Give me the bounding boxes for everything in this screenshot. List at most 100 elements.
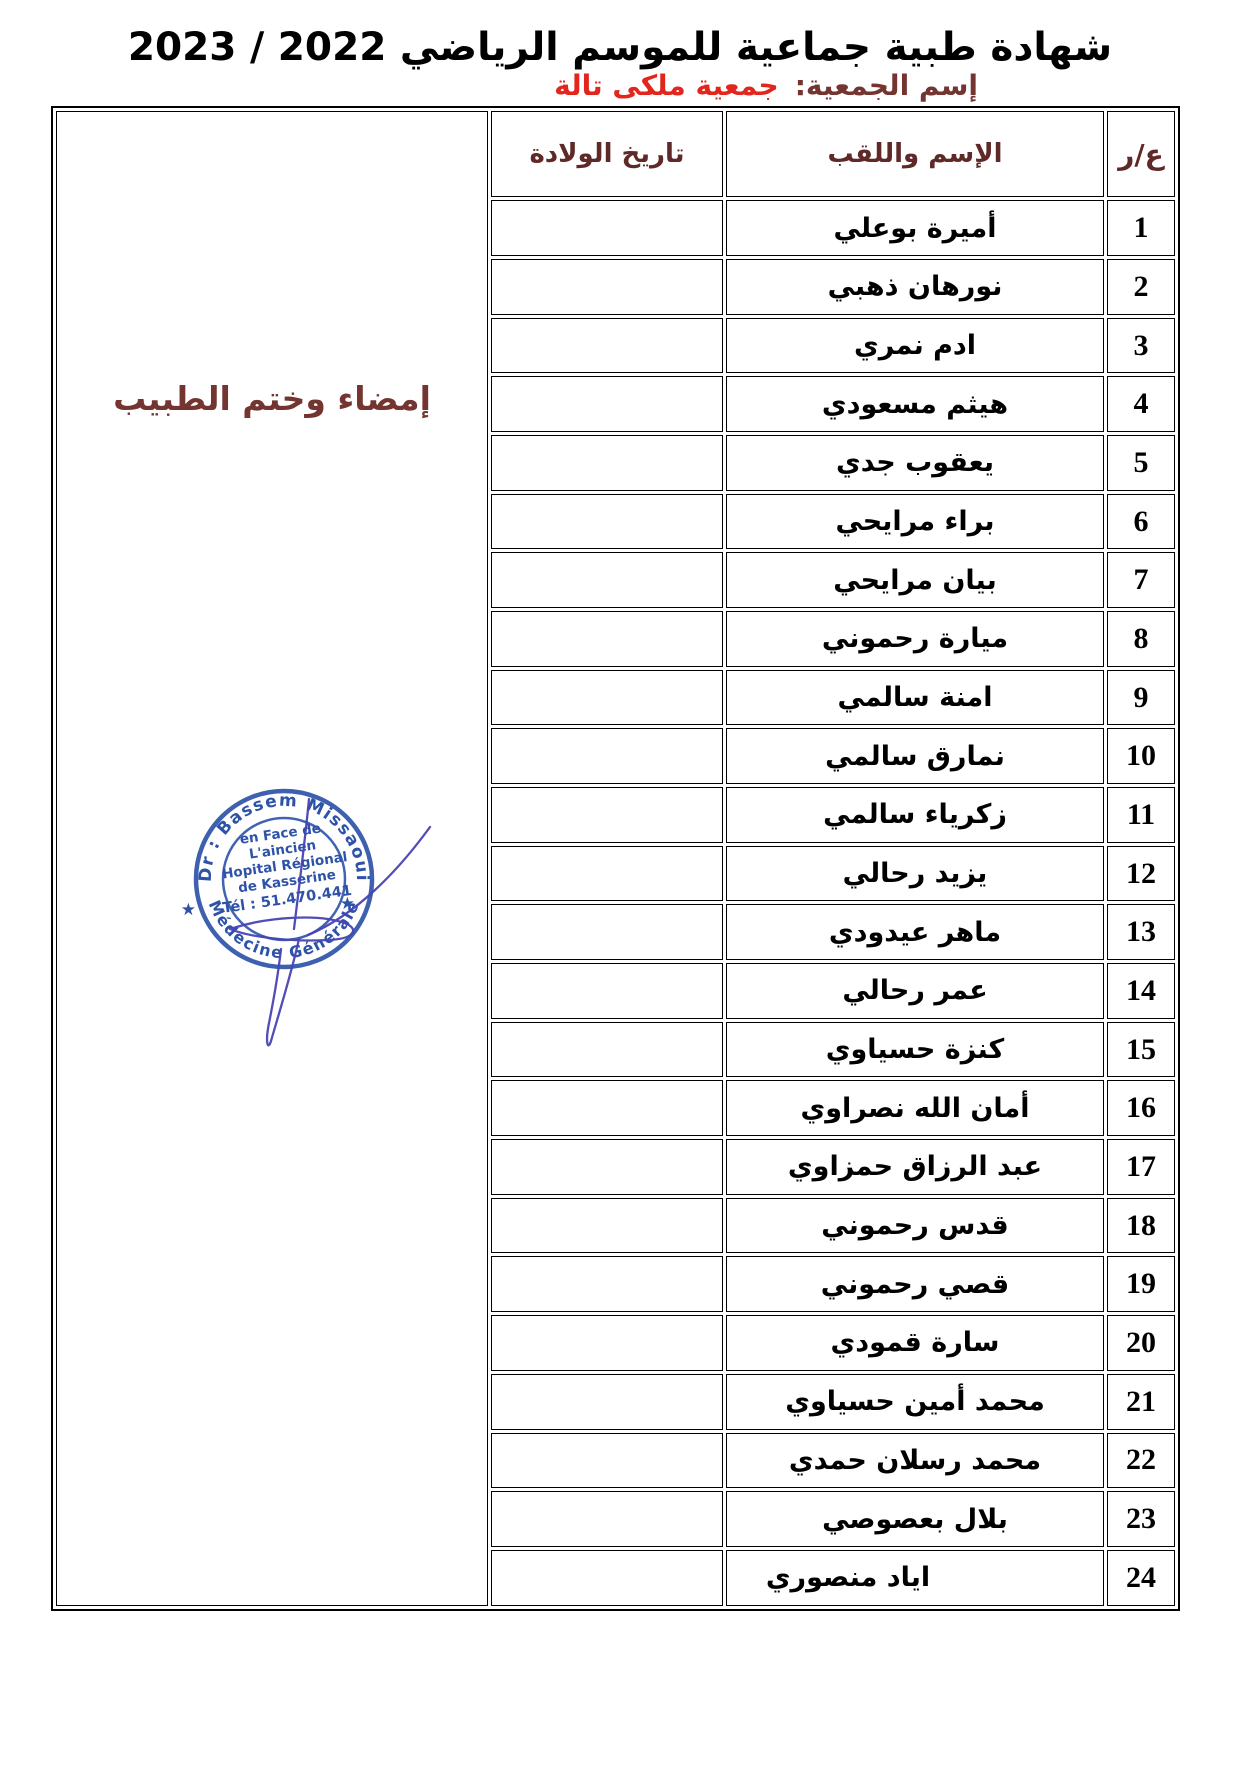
player-name-cell: بيان مرايحي [726,552,1104,609]
player-row: 11 زكرياء سالمي [56,787,1175,843]
player-name-cell: محمد أمين حسياوي [726,1373,1104,1430]
doctor-signature-cell: إمضاء وختم الطبيب Dr : Bassem M [56,110,488,1606]
row-number-cell: 6 [1107,493,1175,550]
player-row: 1 أميرة بوعلي [56,200,1175,257]
player-name-cell: نورهان ذهبي [726,259,1104,315]
player-row: 20 سارة قمودي [56,1315,1175,1371]
association-name: جمعية ملكى تالة [554,68,779,102]
player-row: 4 هيثم مسعودي [56,376,1175,433]
player-name-cell: أميرة بوعلي [726,200,1104,257]
stamp-star-left: ★ [181,900,196,920]
player-name-cell: كنزة حسياوي [726,1021,1104,1078]
birthdate-empty-cell [491,845,723,902]
player-name-cell: عمر رحالي [726,963,1104,1019]
birthdate-empty-cell [491,1021,723,1078]
row-number-cell: 17 [1107,1139,1175,1195]
row-number-cell: 12 [1107,845,1175,902]
player-row: 15 كنزة حسياوي [56,1021,1175,1078]
player-row: 24 اياد منصوري [56,1549,1175,1606]
signature-stamp-label: إمضاء وختم الطبيب [113,378,431,418]
row-number-cell: 19 [1107,1256,1175,1313]
player-row: 22 محمد رسلان حمدي [56,1432,1175,1489]
player-row: 8 ميارة رحموني [56,611,1175,667]
birthdate-empty-cell [491,435,723,491]
players-table: ع/ر الإسم واللقب تاريخ الولادة إمضاء وخت… [51,105,1180,1611]
player-name-cell: ماهر عيدودي [726,904,1104,961]
row-number-cell: 11 [1107,787,1175,843]
row-number-cell: 4 [1107,376,1175,433]
association-label: إسم الجمعية: [794,68,978,102]
birthdate-empty-cell [491,200,723,257]
row-number-cell: 21 [1107,1373,1175,1430]
birthdate-empty-cell [491,1315,723,1371]
player-name-cell: محمد رسلان حمدي [726,1432,1104,1489]
birthdate-empty-cell [491,669,723,726]
col-header-name: الإسم واللقب [726,110,1104,198]
birthdate-empty-cell [491,1373,723,1430]
row-number-cell: 2 [1107,259,1175,315]
col-header-birthdate: تاريخ الولادة [491,110,723,198]
birthdate-empty-cell [491,728,723,785]
birthdate-empty-cell [491,611,723,667]
player-row: 12 يزيد رحالي [56,845,1175,902]
row-number-cell: 18 [1107,1197,1175,1254]
row-number-cell: 9 [1107,669,1175,726]
player-row: 7 بيان مرايحي [56,552,1175,609]
player-name-cell: هيثم مسعودي [726,376,1104,433]
birthdate-empty-cell [491,376,723,433]
player-name-cell: براء مرايحي [726,493,1104,550]
doctor-signature-scribble [228,797,432,1047]
player-row: 16 أمان الله نصراوي [56,1080,1175,1137]
birthdate-empty-cell [491,1432,723,1489]
page-title: شهادة طبية جماعية للموسم الرياضي 2022 / … [127,25,1113,70]
birthdate-empty-cell [491,317,723,374]
player-row: 5 يعقوب جدي [56,435,1175,491]
player-name-cell: سارة قمودي [726,1315,1104,1371]
row-number-cell: 1 [1107,200,1175,257]
row-number-cell: 5 [1107,435,1175,491]
doctor-stamp: Dr : Bassem Missaoui Médecine Générale ★… [58,729,488,1069]
birthdate-empty-cell [491,493,723,550]
col-header-index: ع/ر [1107,110,1175,198]
row-number-cell: 24 [1107,1549,1175,1606]
player-row: 2 نورهان ذهبي [56,259,1175,315]
player-name-cell: يعقوب جدي [726,435,1104,491]
player-row: 19 قصي رحموني [56,1256,1175,1313]
player-row: 9 امنة سالمي [56,669,1175,726]
player-name-cell: زكرياء سالمي [726,787,1104,843]
player-row: 6 براء مرايحي [56,493,1175,550]
birthdate-empty-cell [491,904,723,961]
doctor-stamp-graphic: Dr : Bassem Missaoui Médecine Générale ★… [181,788,432,1047]
player-row: 10 نمارق سالمي [56,728,1175,785]
birthdate-empty-cell [491,552,723,609]
player-name-cell: قدس رحموني [726,1197,1104,1254]
player-row: 17 عبد الرزاق حمزاوي [56,1139,1175,1195]
row-number-cell: 22 [1107,1432,1175,1489]
stamp-address-block: en Face de L'aincien Hopital Régional de… [212,817,353,916]
birthdate-empty-cell [491,1256,723,1313]
table-header-row: ع/ر الإسم واللقب تاريخ الولادة إمضاء وخت… [56,110,1175,1606]
player-name-cell: بلال بعصوصي [726,1491,1104,1547]
birthdate-empty-cell [491,1197,723,1254]
association-line: إسم الجمعية: جمعية ملكى تالة [554,68,978,102]
row-number-cell: 14 [1107,963,1175,1019]
birthdate-empty-cell [491,1549,723,1606]
birthdate-empty-cell [491,1080,723,1137]
row-number-cell: 13 [1107,904,1175,961]
row-number-cell: 16 [1107,1080,1175,1137]
player-name-cell: نمارق سالمي [726,728,1104,785]
player-name-cell: يزيد رحالي [726,845,1104,902]
row-number-cell: 15 [1107,1021,1175,1078]
row-number-cell: 23 [1107,1491,1175,1547]
row-number-cell: 20 [1107,1315,1175,1371]
birthdate-empty-cell [491,787,723,843]
row-number-cell: 10 [1107,728,1175,785]
player-name-cell: قصي رحموني [726,1256,1104,1313]
player-name-cell: ميارة رحموني [726,611,1104,667]
medical-certificate-page: شهادة طبية جماعية للموسم الرياضي 2022 / … [0,25,1240,1611]
player-row: 13 ماهر عيدودي [56,904,1175,961]
player-name-cell: عبد الرزاق حمزاوي [726,1139,1104,1195]
player-name-cell: ادم نمري [726,317,1104,374]
birthdate-empty-cell [491,259,723,315]
row-number-cell: 3 [1107,317,1175,374]
